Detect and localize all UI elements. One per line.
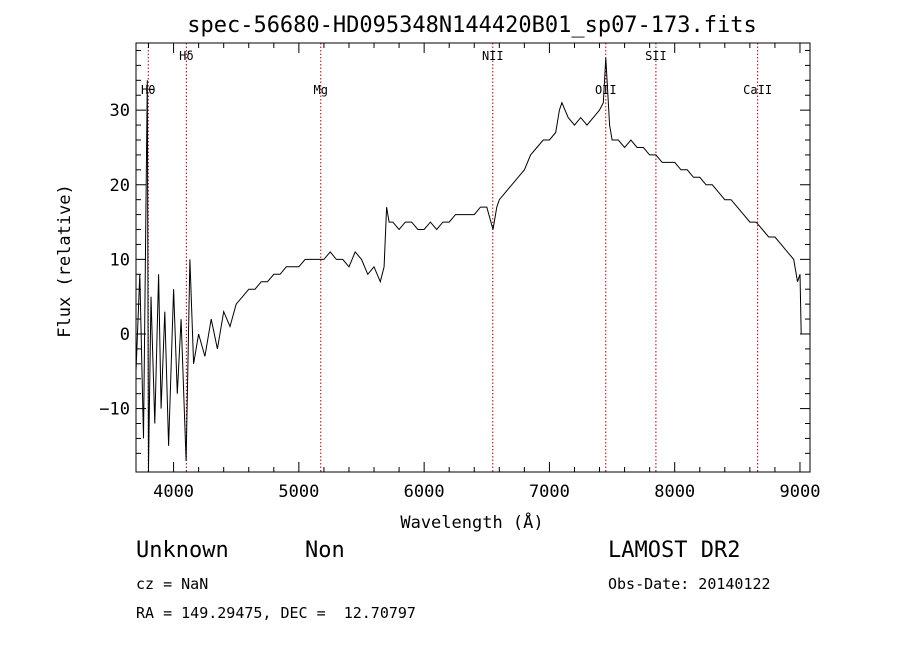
line-marker-label-6: CaII bbox=[743, 83, 772, 97]
obs-date-label: Obs-Date: 20140122 bbox=[608, 575, 771, 593]
x-tick-label-2: 6000 bbox=[404, 482, 445, 502]
subclass-label: Non bbox=[305, 538, 345, 563]
class-label: Unknown bbox=[136, 538, 229, 563]
x-tick-label-1: 5000 bbox=[278, 482, 319, 502]
survey-label: LAMOST DR2 bbox=[608, 538, 741, 563]
x-axis-label: Wavelength (Å) bbox=[400, 511, 543, 533]
coordinates-label: RA = 149.29475, DEC = 12.70797 bbox=[136, 604, 416, 622]
x-tick-label-4: 8000 bbox=[654, 482, 695, 502]
y-tick-label-0: −10 bbox=[99, 400, 130, 420]
spectrum-line bbox=[135, 57, 802, 469]
line-marker-label-3: NII bbox=[482, 49, 504, 63]
plot-frame bbox=[135, 42, 811, 473]
x-tick-label-5: 9000 bbox=[780, 482, 821, 502]
line-marker-label-1: Hδ bbox=[179, 49, 193, 63]
y-tick-label-3: 20 bbox=[110, 176, 130, 196]
y-axis-label: Flux (relative) bbox=[55, 184, 75, 338]
line-marker-label-4: OII bbox=[595, 83, 617, 97]
line-marker-label-2: Mg bbox=[314, 83, 328, 97]
y-tick-label-4: 30 bbox=[110, 101, 130, 121]
redshift-label: cz = NaN bbox=[136, 575, 209, 593]
x-tick-label-3: 7000 bbox=[529, 482, 570, 502]
x-tick-label-0: 4000 bbox=[153, 482, 194, 502]
chart-title: spec-56680-HD095348N144420B01_sp07-173.f… bbox=[187, 13, 757, 38]
y-tick-label-1: 0 bbox=[120, 325, 130, 345]
plot-area: Hθ Hδ Mg NII OII SII CaII 4000 5000 6000 7000 8000 9… bbox=[99, 42, 821, 502]
y-tick-label-2: 10 bbox=[110, 250, 130, 270]
line-marker-label-0: Hθ bbox=[141, 83, 155, 97]
line-marker-label-5: SII bbox=[645, 49, 667, 63]
